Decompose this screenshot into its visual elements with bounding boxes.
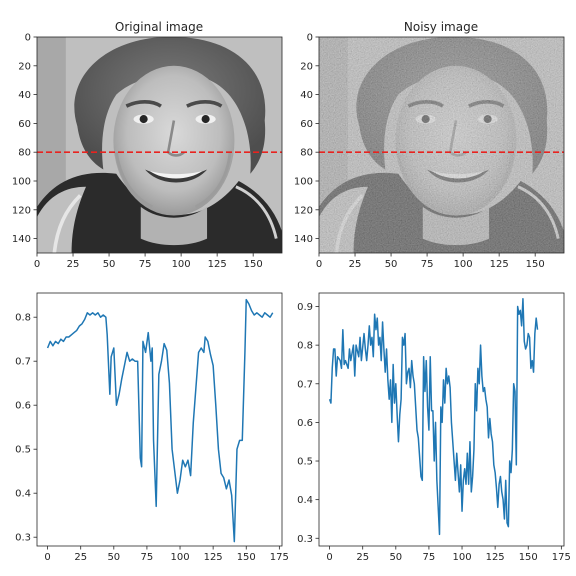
x-tick-label: 0 xyxy=(34,259,40,270)
noisy-image-title: Noisy image xyxy=(404,20,478,34)
x-tick-label: 75 xyxy=(421,259,434,270)
y-tick-label: 0.3 xyxy=(15,533,31,544)
x-tick-label: 75 xyxy=(423,552,436,563)
x-tick-label: 150 xyxy=(237,552,256,563)
x-tick-label: 125 xyxy=(490,259,509,270)
original-row-profile-plot: 0 25 50 75 100 125 150 175 0.3 0.4 0.5 0.6 0.7 0.8 xyxy=(15,292,289,563)
y-tick-label: 100 xyxy=(12,177,31,188)
x-tick-label: 50 xyxy=(385,259,398,270)
y-tick-label: 0.7 xyxy=(297,379,313,390)
original-image-axes: 0 25 50 75 100 125 150 0 20 40 60 80 100 120 140 xyxy=(12,33,263,271)
original-image-panel: Original image 0 25 50 75 100 125 150 0 20 40 60 80… xyxy=(12,20,283,271)
y-tick-label: 60 xyxy=(18,119,31,130)
y-tick-label: 20 xyxy=(300,61,313,72)
x-tick-label: 0 xyxy=(316,259,322,270)
y-tick-label: 60 xyxy=(300,119,313,130)
y-tick-label: 0.5 xyxy=(297,457,313,468)
x-tick-label: 150 xyxy=(519,552,538,563)
y-tick-label: 0.7 xyxy=(15,357,31,368)
y-tick-label: 0.5 xyxy=(15,445,31,456)
x-tick-label: 100 xyxy=(172,259,191,270)
y-tick-label: 0.4 xyxy=(15,489,31,500)
y-tick-label: 20 xyxy=(18,61,31,72)
y-tick-label: 0.8 xyxy=(297,341,313,352)
x-tick-label: 150 xyxy=(526,259,545,270)
x-tick-label: 50 xyxy=(389,552,402,563)
y-tick-label: 80 xyxy=(300,148,313,159)
noisy-row-profile-frame xyxy=(318,292,565,547)
x-tick-label: 175 xyxy=(270,552,289,563)
noisy-row-profile-line xyxy=(328,298,539,536)
x-tick-label: 25 xyxy=(356,552,369,563)
x-tick-label: 0 xyxy=(326,552,332,563)
y-tick-label: 0.4 xyxy=(297,495,313,506)
x-tick-label: 125 xyxy=(486,552,505,563)
x-tick-label: 125 xyxy=(204,552,223,563)
x-tick-label: 0 xyxy=(44,552,50,563)
x-tick-label: 100 xyxy=(452,552,471,563)
original-image-pixels xyxy=(37,37,282,253)
noisy-row-profile-axes: 0 25 50 75 100 125 150 175 0.3 0.4 0.5 0.6 0.7 0.8 0.9 xyxy=(297,302,571,563)
y-tick-label: 0 xyxy=(25,33,31,44)
noisy-image-frame xyxy=(318,36,565,254)
y-tick-label: 120 xyxy=(294,205,313,216)
y-tick-label: 140 xyxy=(294,234,313,245)
y-tick-label: 0.3 xyxy=(297,534,313,545)
x-tick-label: 75 xyxy=(139,259,152,270)
y-tick-label: 120 xyxy=(12,205,31,216)
x-tick-label: 50 xyxy=(107,552,120,563)
y-tick-label: 0.9 xyxy=(297,302,313,313)
x-tick-label: 175 xyxy=(552,552,571,563)
y-tick-label: 0.8 xyxy=(15,313,31,324)
original-image-title: Original image xyxy=(115,20,203,34)
x-tick-label: 100 xyxy=(454,259,473,270)
x-tick-label: 150 xyxy=(244,259,263,270)
noisy-row-profile-plot: 0 25 50 75 100 125 150 175 0.3 0.4 0.5 0.6 0.7 0.8 0.9 xyxy=(297,292,571,563)
x-tick-label: 75 xyxy=(141,552,154,563)
x-tick-label: 25 xyxy=(74,552,87,563)
y-tick-label: 0.6 xyxy=(15,401,31,412)
y-tick-label: 80 xyxy=(18,148,31,159)
noisy-image-pixels xyxy=(319,37,564,253)
x-tick-label: 50 xyxy=(103,259,116,270)
original-row-profile-frame xyxy=(36,292,283,547)
x-tick-label: 125 xyxy=(208,259,227,270)
y-tick-label: 40 xyxy=(18,90,31,101)
x-tick-label: 100 xyxy=(170,552,189,563)
y-tick-label: 40 xyxy=(300,90,313,101)
original-image-frame xyxy=(36,36,283,254)
noisy-image-axes: 0 25 50 75 100 125 150 0 20 40 60 80 100 120 140 xyxy=(294,33,545,271)
x-tick-label: 25 xyxy=(67,259,80,270)
original-row-profile-line xyxy=(46,298,274,543)
x-tick-label: 25 xyxy=(349,259,362,270)
y-tick-label: 140 xyxy=(12,234,31,245)
y-tick-label: 100 xyxy=(294,177,313,188)
y-tick-label: 0.6 xyxy=(297,418,313,429)
y-tick-label: 0 xyxy=(307,33,313,44)
original-row-profile-axes: 0 25 50 75 100 125 150 175 0.3 0.4 0.5 0.6 0.7 0.8 xyxy=(15,313,289,563)
noisy-image-panel: Noisy image 0 25 50 75 100 125 150 0 20 40 60 80 100… xyxy=(294,20,565,271)
